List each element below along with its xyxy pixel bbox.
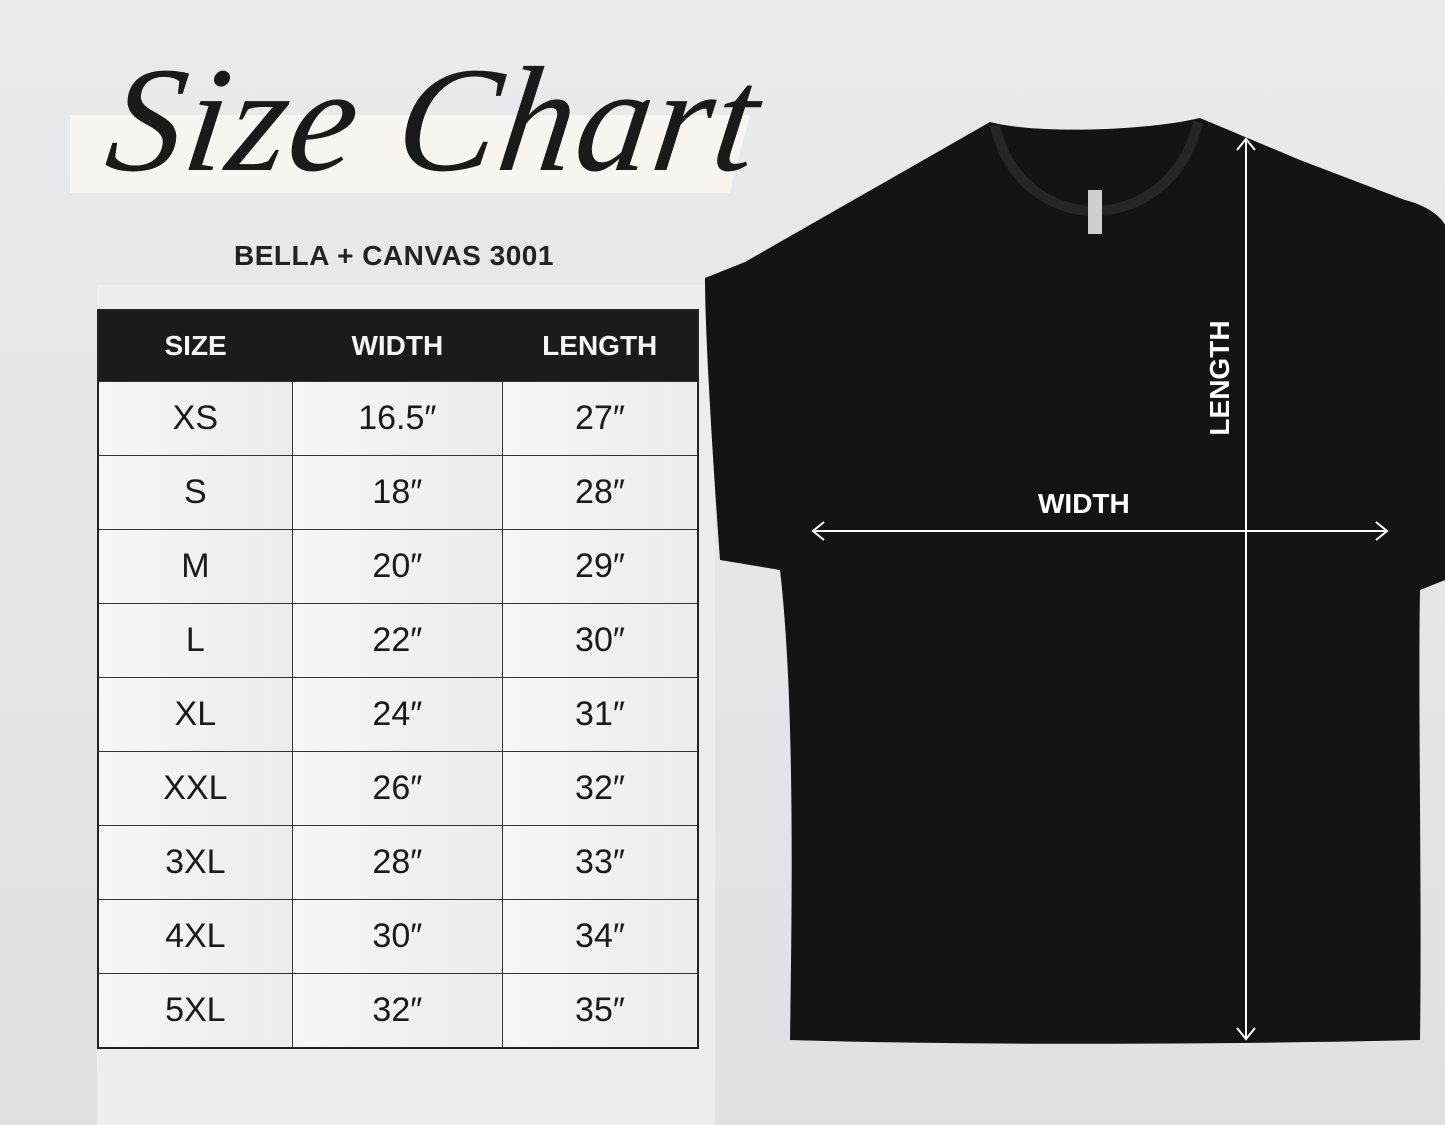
cell-width: 16.5″ bbox=[291, 381, 503, 456]
tshirt-image bbox=[705, 118, 1445, 1044]
cell-size: S bbox=[97, 455, 293, 530]
cell-width: 32″ bbox=[291, 973, 503, 1049]
cell-length: 34″ bbox=[501, 899, 699, 974]
neck-tag bbox=[1088, 190, 1102, 234]
cell-width: 22″ bbox=[291, 603, 503, 678]
cell-size: XS bbox=[97, 381, 293, 456]
column-header-size: SIZE bbox=[98, 310, 293, 382]
cell-width: 24″ bbox=[291, 677, 503, 752]
cell-size: 5XL bbox=[97, 973, 293, 1049]
column-header-width: WIDTH bbox=[292, 310, 503, 382]
cell-width: 28″ bbox=[291, 825, 503, 900]
cell-length: 30″ bbox=[501, 603, 699, 678]
table-row: L 22″ 30″ bbox=[97, 603, 699, 678]
width-arrow-right-head bbox=[1375, 521, 1389, 541]
table-header-row: SIZE WIDTH LENGTH bbox=[98, 310, 698, 382]
table-row: 4XL 30″ 34″ bbox=[97, 899, 699, 974]
cell-length: 29″ bbox=[501, 529, 699, 604]
cell-size: XL bbox=[97, 677, 293, 752]
cell-width: 18″ bbox=[291, 455, 503, 530]
table-row: 5XL 32″ 35″ bbox=[97, 973, 699, 1049]
cell-length: 31″ bbox=[501, 677, 699, 752]
size-table: SIZE WIDTH LENGTH XS 16.5″ 27″ S 18″ 28″ M 20″ 2… bbox=[97, 309, 699, 1049]
cell-size: M bbox=[97, 529, 293, 604]
width-label: WIDTH bbox=[1038, 488, 1130, 519]
length-arrow-bottom-head bbox=[1236, 1027, 1256, 1041]
cell-length: 32″ bbox=[501, 751, 699, 826]
cell-size: XXL bbox=[97, 751, 293, 826]
table-row: XL 24″ 31″ bbox=[97, 677, 699, 752]
cell-width: 26″ bbox=[291, 751, 503, 826]
cell-size: L bbox=[97, 603, 293, 678]
product-subtitle: BELLA + CANVAS 3001 bbox=[234, 240, 554, 271]
table-row: XXL 26″ 32″ bbox=[97, 751, 699, 826]
cell-length: 27″ bbox=[501, 381, 699, 456]
length-label: LENGTH bbox=[1204, 320, 1235, 436]
length-arrow-top-head bbox=[1236, 137, 1256, 151]
width-arrow-left-head bbox=[811, 521, 825, 541]
cell-size: 3XL bbox=[97, 825, 293, 900]
column-header-length: LENGTH bbox=[502, 310, 698, 382]
title-band bbox=[70, 115, 750, 193]
cell-length: 33″ bbox=[501, 825, 699, 900]
table-row: XS 16.5″ 27″ bbox=[97, 381, 699, 456]
table-row: 3XL 28″ 33″ bbox=[97, 825, 699, 900]
cell-size: 4XL bbox=[97, 899, 293, 974]
table-row: S 18″ 28″ bbox=[97, 455, 699, 530]
cell-length: 35″ bbox=[501, 973, 699, 1049]
cell-width: 30″ bbox=[291, 899, 503, 974]
cell-length: 28″ bbox=[501, 455, 699, 530]
